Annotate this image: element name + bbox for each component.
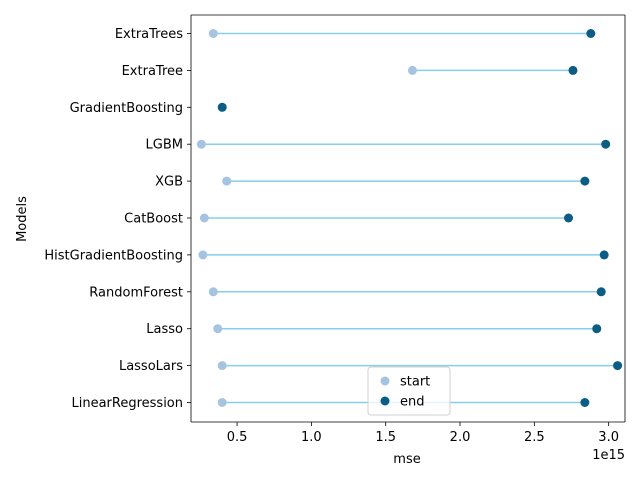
end-point — [596, 287, 606, 297]
start-point — [222, 176, 232, 186]
start-point — [217, 361, 227, 371]
x-tick-labels: 0.5 1.0 1.5 2.0 2.5 3.0 — [227, 430, 619, 445]
end-point — [217, 102, 227, 112]
start-point — [213, 324, 223, 334]
connector-lines — [201, 32, 618, 404]
axes — [187, 14, 626, 426]
x-tick-label: 3.0 — [598, 430, 619, 445]
y-axis-label: Models — [15, 196, 30, 242]
legend-marker — [380, 396, 390, 406]
end-point — [586, 29, 596, 38]
start-point — [198, 250, 208, 260]
legend-label: end — [400, 395, 425, 410]
y-tick-label: Lasso — [146, 322, 183, 337]
end-point — [568, 65, 578, 75]
start-point — [208, 29, 218, 38]
start-point — [208, 287, 218, 297]
x-tick-label: 0.5 — [227, 430, 248, 445]
x-tick-label: 2.0 — [450, 430, 471, 445]
x-axis-offset-label: 1e15 — [592, 448, 625, 463]
y-tick-label: LassoLars — [119, 359, 183, 374]
y-tick-label: RandomForest — [89, 285, 183, 300]
end-point — [564, 213, 574, 223]
y-tick-label: ExtraTree — [122, 64, 183, 79]
y-tick-label: LinearRegression — [71, 396, 183, 411]
end-point — [580, 176, 590, 186]
x-axis-label: mse — [393, 452, 420, 467]
legend-label: start — [400, 375, 430, 390]
start-point — [196, 139, 206, 149]
legend-marker — [380, 376, 390, 386]
end-point — [613, 361, 623, 371]
y-tick-label: LGBM — [146, 138, 183, 153]
end-point — [580, 398, 590, 407]
y-tick-label: HistGradientBoosting — [44, 248, 183, 263]
end-point — [601, 139, 611, 149]
x-tick-label: 1.5 — [375, 430, 396, 445]
x-tick-label: 2.5 — [524, 430, 545, 445]
start-point — [217, 398, 227, 407]
legend: start end — [367, 366, 451, 416]
y-tick-label: XGB — [155, 175, 183, 190]
end-point — [599, 250, 609, 260]
y-tick-label: ExtraTrees — [115, 27, 183, 42]
start-point — [407, 65, 417, 75]
x-tick-label: 1.0 — [301, 430, 322, 445]
start-point — [199, 213, 209, 223]
y-tick-labels: ExtraTrees ExtraTree GradientBoosting LGBM X… — [44, 27, 183, 411]
y-tick-label: CatBoost — [124, 212, 183, 227]
data-markers — [196, 29, 623, 407]
end-point — [592, 324, 602, 334]
y-tick-label: GradientBoosting — [70, 101, 183, 116]
